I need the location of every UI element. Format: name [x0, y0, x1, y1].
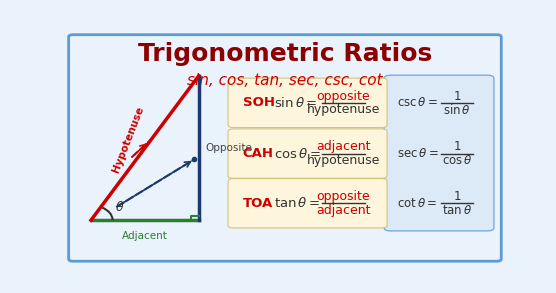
- Text: adjacent: adjacent: [316, 140, 370, 153]
- Text: $\theta$: $\theta$: [115, 200, 124, 214]
- FancyBboxPatch shape: [384, 75, 494, 231]
- Text: $\mathrm{cos}\,\theta$: $\mathrm{cos}\,\theta$: [442, 154, 473, 167]
- FancyBboxPatch shape: [228, 78, 387, 127]
- Text: Trigonometric Ratios: Trigonometric Ratios: [138, 42, 432, 66]
- Text: $\mathrm{tan}\,\theta$: $\mathrm{tan}\,\theta$: [442, 204, 473, 217]
- FancyBboxPatch shape: [228, 178, 387, 228]
- Text: Adjacent: Adjacent: [122, 231, 168, 241]
- Text: $\mathrm{sin}\,\theta =$: $\mathrm{sin}\,\theta =$: [274, 96, 317, 110]
- Text: opposite: opposite: [316, 190, 370, 203]
- FancyBboxPatch shape: [68, 35, 502, 261]
- Text: CAH: CAH: [243, 147, 274, 160]
- Text: 1: 1: [454, 140, 461, 153]
- Text: sin, cos, tan, sec, csc, cot: sin, cos, tan, sec, csc, cot: [187, 73, 383, 88]
- Text: opposite: opposite: [316, 90, 370, 103]
- Text: 1: 1: [454, 190, 461, 203]
- Text: Opposite: Opposite: [205, 143, 252, 153]
- Text: hypotenuse: hypotenuse: [306, 154, 380, 167]
- FancyBboxPatch shape: [228, 129, 387, 178]
- Text: adjacent: adjacent: [316, 204, 370, 217]
- Text: hypotenuse: hypotenuse: [306, 103, 380, 116]
- Text: $\mathrm{cot}\,\theta =$: $\mathrm{cot}\,\theta =$: [397, 197, 437, 210]
- Text: $\mathrm{sec}\,\theta =$: $\mathrm{sec}\,\theta =$: [397, 147, 439, 160]
- Text: $\mathrm{csc}\,\theta =$: $\mathrm{csc}\,\theta =$: [397, 96, 438, 109]
- Text: $\mathrm{tan}\,\theta =$: $\mathrm{tan}\,\theta =$: [274, 196, 320, 210]
- Text: 1: 1: [454, 90, 461, 103]
- Text: TOA: TOA: [243, 197, 273, 210]
- Text: $\mathrm{cos}\,\theta =$: $\mathrm{cos}\,\theta =$: [274, 146, 321, 161]
- Text: Hypotenuse: Hypotenuse: [110, 104, 145, 173]
- Text: $\mathrm{sin}\,\theta$: $\mathrm{sin}\,\theta$: [444, 103, 471, 117]
- Text: SOH: SOH: [243, 96, 275, 109]
